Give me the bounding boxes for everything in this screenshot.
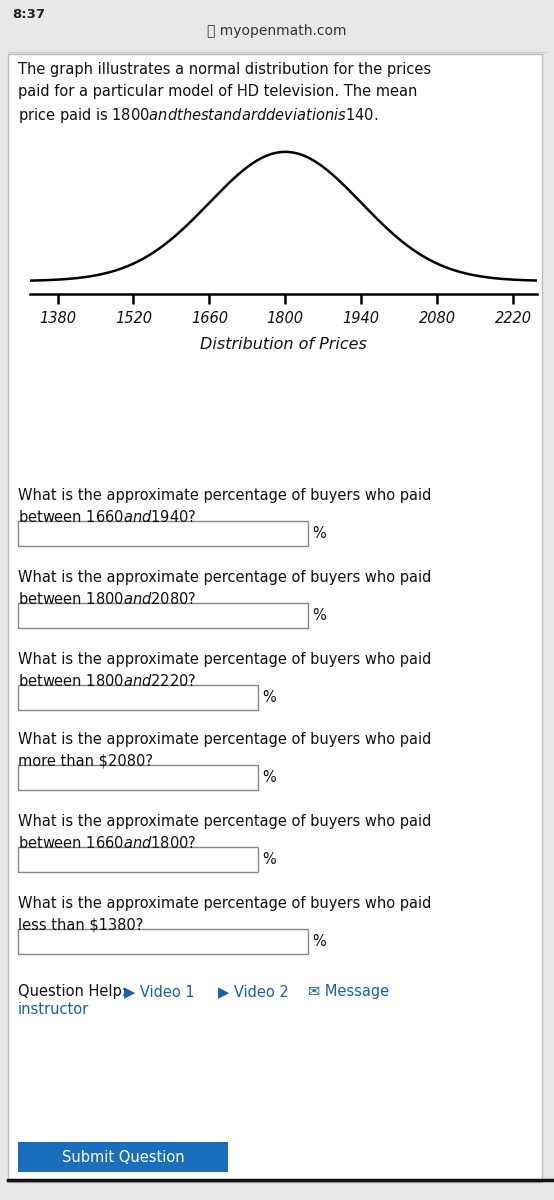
Text: Question Help:: Question Help: bbox=[18, 984, 127, 998]
Text: 🔒 myopenmath.com: 🔒 myopenmath.com bbox=[207, 24, 347, 38]
Text: What is the approximate percentage of buyers who paid
between $1660 and $1940?: What is the approximate percentage of bu… bbox=[18, 488, 432, 526]
Text: %: % bbox=[262, 690, 276, 706]
Text: %: % bbox=[312, 935, 326, 949]
Text: ▶ Video 1: ▶ Video 1 bbox=[124, 984, 194, 998]
FancyBboxPatch shape bbox=[18, 685, 258, 710]
X-axis label: Distribution of Prices: Distribution of Prices bbox=[201, 337, 367, 352]
FancyBboxPatch shape bbox=[18, 847, 258, 872]
Text: ✉ Message: ✉ Message bbox=[308, 984, 389, 998]
Text: %: % bbox=[262, 852, 276, 868]
Text: %: % bbox=[312, 608, 326, 624]
Text: %: % bbox=[262, 770, 276, 786]
Text: What is the approximate percentage of buyers who paid
more than $2080?: What is the approximate percentage of bu… bbox=[18, 732, 432, 768]
FancyBboxPatch shape bbox=[18, 1142, 228, 1172]
Text: The graph illustrates a normal distribution for the prices
paid for a particular: The graph illustrates a normal distribut… bbox=[18, 62, 431, 125]
FancyBboxPatch shape bbox=[18, 602, 308, 628]
Text: What is the approximate percentage of buyers who paid
between $1800 and $2220?: What is the approximate percentage of bu… bbox=[18, 652, 432, 690]
FancyBboxPatch shape bbox=[18, 766, 258, 790]
Text: What is the approximate percentage of buyers who paid
less than $1380?: What is the approximate percentage of bu… bbox=[18, 896, 432, 932]
Text: 8:37: 8:37 bbox=[12, 8, 45, 20]
Text: %: % bbox=[312, 527, 326, 541]
FancyBboxPatch shape bbox=[18, 521, 308, 546]
FancyBboxPatch shape bbox=[8, 54, 542, 1182]
FancyBboxPatch shape bbox=[18, 929, 308, 954]
Text: What is the approximate percentage of buyers who paid
between $1800 and $2080?: What is the approximate percentage of bu… bbox=[18, 570, 432, 607]
Text: Submit Question: Submit Question bbox=[61, 1150, 184, 1164]
Text: What is the approximate percentage of buyers who paid
between $1660 and $1800?: What is the approximate percentage of bu… bbox=[18, 814, 432, 852]
Text: ▶ Video 2: ▶ Video 2 bbox=[218, 984, 289, 998]
Text: instructor: instructor bbox=[18, 1002, 89, 1018]
